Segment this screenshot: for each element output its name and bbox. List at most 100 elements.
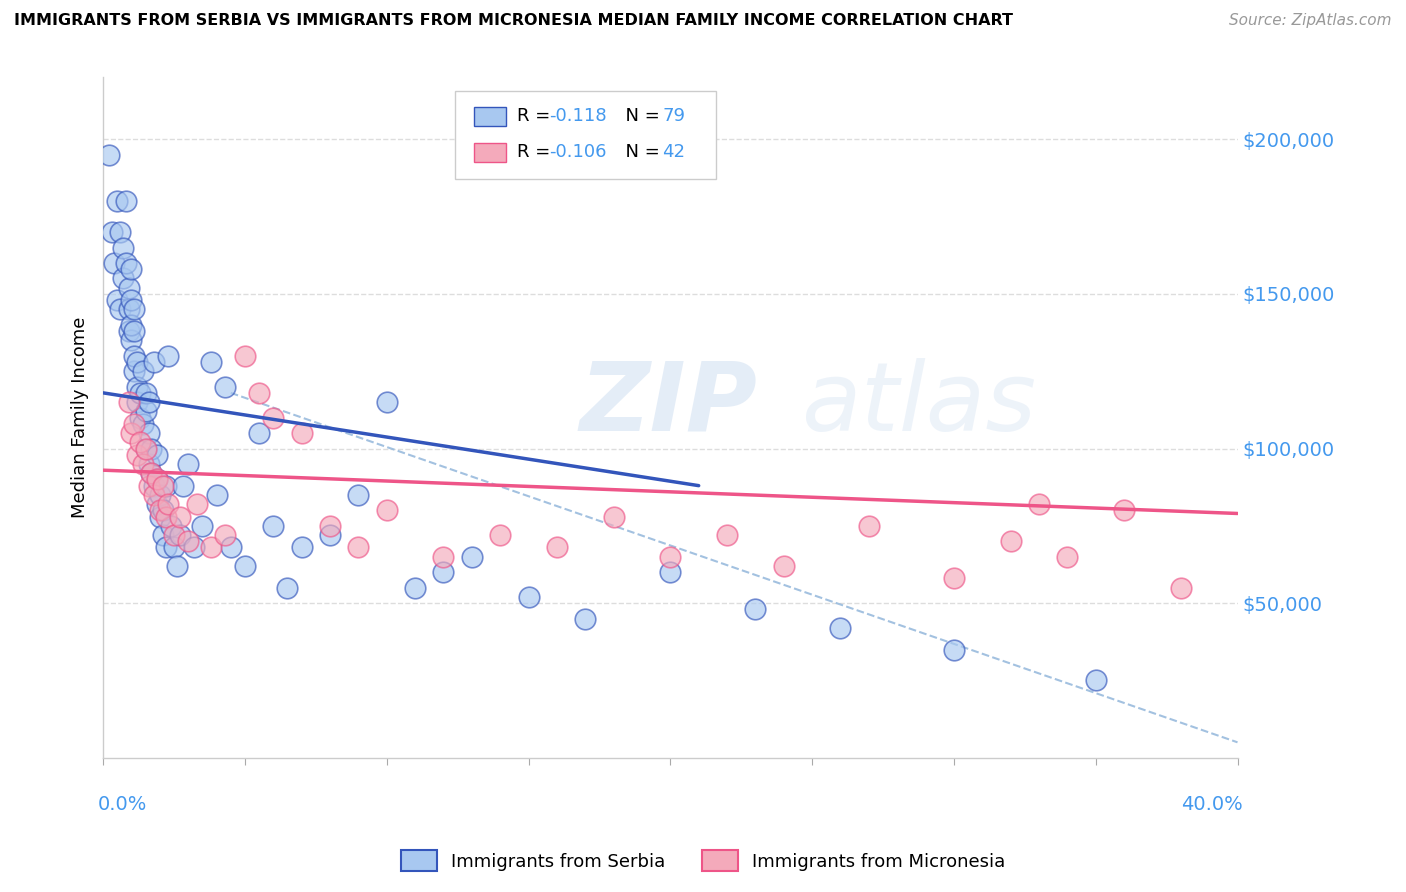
Text: 79: 79 bbox=[662, 107, 685, 125]
Point bbox=[262, 410, 284, 425]
Point bbox=[124, 349, 146, 363]
Point bbox=[942, 571, 965, 585]
Point bbox=[772, 559, 794, 574]
Point bbox=[247, 385, 270, 400]
Point bbox=[219, 541, 242, 555]
Point bbox=[135, 385, 157, 400]
Point bbox=[118, 281, 141, 295]
Point bbox=[152, 528, 174, 542]
Text: 40.0%: 40.0% bbox=[1181, 795, 1243, 814]
Point bbox=[157, 497, 180, 511]
Point bbox=[200, 541, 222, 555]
Point bbox=[375, 503, 398, 517]
Point bbox=[146, 473, 169, 487]
Point bbox=[160, 519, 183, 533]
Point bbox=[138, 457, 160, 471]
Point bbox=[124, 302, 146, 317]
Point bbox=[319, 519, 342, 533]
Text: N =: N = bbox=[613, 144, 665, 161]
Point bbox=[146, 448, 169, 462]
Text: -0.106: -0.106 bbox=[548, 144, 606, 161]
Point bbox=[129, 435, 152, 450]
Point bbox=[143, 478, 166, 492]
Point bbox=[118, 302, 141, 317]
Point bbox=[129, 385, 152, 400]
Point bbox=[157, 349, 180, 363]
Point bbox=[138, 426, 160, 441]
Point bbox=[143, 355, 166, 369]
Point bbox=[127, 380, 149, 394]
Point bbox=[291, 426, 314, 441]
Point bbox=[105, 194, 128, 208]
Point bbox=[166, 559, 188, 574]
Point bbox=[118, 324, 141, 338]
Point bbox=[214, 528, 236, 542]
Text: Source: ZipAtlas.com: Source: ZipAtlas.com bbox=[1229, 13, 1392, 29]
Point bbox=[461, 549, 484, 564]
Point bbox=[177, 457, 200, 471]
Point bbox=[103, 256, 125, 270]
Point bbox=[291, 541, 314, 555]
Point bbox=[127, 355, 149, 369]
Point bbox=[108, 225, 131, 239]
Point bbox=[546, 541, 568, 555]
Point bbox=[118, 395, 141, 409]
Point bbox=[152, 503, 174, 517]
Point bbox=[127, 395, 149, 409]
Point bbox=[205, 488, 228, 502]
Text: 42: 42 bbox=[662, 144, 685, 161]
Point bbox=[1056, 549, 1078, 564]
Point bbox=[138, 478, 160, 492]
Point bbox=[183, 541, 205, 555]
Point bbox=[659, 566, 682, 580]
Point bbox=[517, 590, 540, 604]
Point bbox=[432, 566, 454, 580]
Point bbox=[121, 262, 143, 277]
Point bbox=[124, 364, 146, 378]
Point bbox=[135, 404, 157, 418]
Point bbox=[141, 442, 163, 456]
Point bbox=[659, 549, 682, 564]
Point bbox=[276, 581, 298, 595]
Point bbox=[100, 225, 122, 239]
Point bbox=[143, 488, 166, 502]
Text: R =: R = bbox=[517, 144, 557, 161]
Point bbox=[177, 534, 200, 549]
Point bbox=[155, 478, 177, 492]
Point bbox=[108, 302, 131, 317]
Point bbox=[149, 503, 172, 517]
Point bbox=[135, 442, 157, 456]
Point bbox=[121, 293, 143, 307]
Point bbox=[124, 324, 146, 338]
Text: ZIP: ZIP bbox=[579, 358, 758, 450]
Point bbox=[152, 478, 174, 492]
Point bbox=[404, 581, 426, 595]
Point bbox=[1028, 497, 1050, 511]
Point bbox=[262, 519, 284, 533]
Point bbox=[233, 559, 256, 574]
Point bbox=[716, 528, 738, 542]
Point bbox=[114, 194, 136, 208]
Point bbox=[347, 488, 370, 502]
Point bbox=[121, 334, 143, 348]
Point bbox=[347, 541, 370, 555]
Text: R =: R = bbox=[517, 107, 557, 125]
Point bbox=[155, 541, 177, 555]
Legend: Immigrants from Serbia, Immigrants from Micronesia: Immigrants from Serbia, Immigrants from … bbox=[394, 843, 1012, 879]
Point bbox=[744, 602, 766, 616]
Point bbox=[172, 478, 194, 492]
Point bbox=[432, 549, 454, 564]
Text: N =: N = bbox=[613, 107, 665, 125]
Point bbox=[124, 417, 146, 431]
FancyBboxPatch shape bbox=[474, 107, 506, 126]
Text: atlas: atlas bbox=[801, 358, 1036, 450]
Point bbox=[1170, 581, 1192, 595]
Point bbox=[830, 621, 852, 635]
Point bbox=[132, 457, 155, 471]
Point bbox=[141, 467, 163, 481]
Point bbox=[111, 240, 134, 254]
Point bbox=[1112, 503, 1135, 517]
Point bbox=[602, 509, 624, 524]
Point bbox=[214, 380, 236, 394]
Point bbox=[233, 349, 256, 363]
